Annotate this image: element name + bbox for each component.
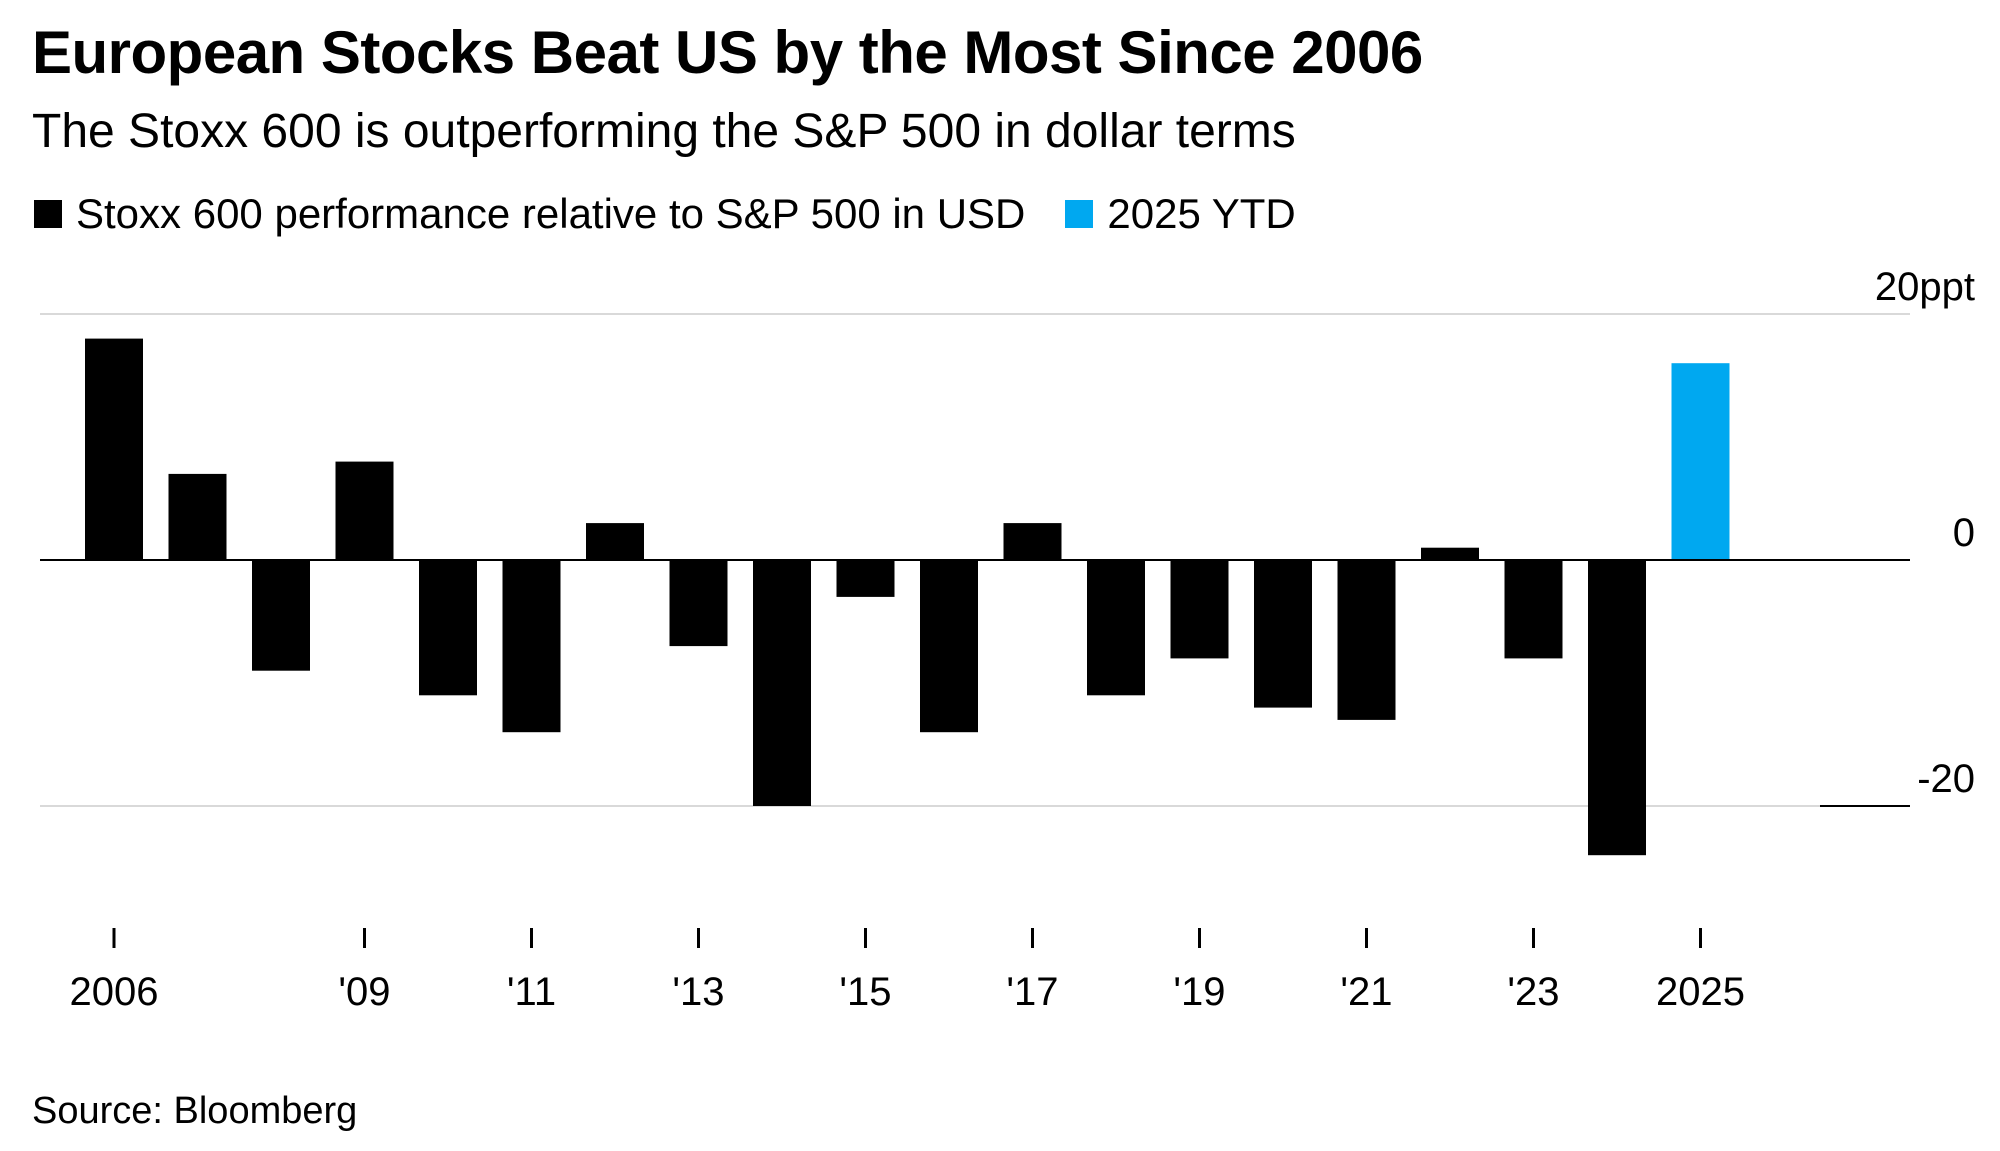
bar-2025	[1671, 363, 1730, 560]
bar-2011	[502, 560, 561, 733]
bar-2009	[335, 461, 394, 560]
bar-2006	[85, 338, 143, 560]
source-note: Source: Bloomberg	[32, 1090, 358, 1132]
bar-2015	[836, 560, 895, 597]
x-tick-label: '13	[672, 970, 724, 1014]
legend-swatch-black	[34, 200, 62, 228]
bar-2012	[586, 523, 644, 560]
chart-subtitle: The Stoxx 600 is outperforming the S&P 5…	[32, 105, 1296, 158]
bar-2024	[1588, 560, 1646, 856]
bar-2007	[168, 473, 227, 560]
legend-label-2025-ytd: 2025 YTD	[1107, 190, 1296, 237]
legend-item-relative-performance: Stoxx 600 performance relative to S&P 50…	[34, 190, 1025, 238]
bar-2018	[1087, 560, 1145, 696]
x-tick-label: '23	[1507, 970, 1559, 1014]
bar-2020	[1254, 560, 1312, 708]
bar-2010	[419, 560, 477, 696]
x-tick-label: '15	[839, 970, 891, 1014]
bar-2023	[1504, 560, 1563, 659]
legend-swatch-blue	[1065, 200, 1094, 228]
bar-2016	[920, 560, 978, 733]
bar-2022	[1421, 547, 1479, 560]
bar-2013	[669, 560, 728, 647]
x-tick-label: 2025	[1656, 970, 1745, 1014]
bar-2014	[753, 560, 811, 806]
x-tick-label: 2006	[70, 970, 159, 1014]
legend: Stoxx 600 performance relative to S&P 50…	[34, 190, 1336, 238]
y-tick-label: -20	[1917, 757, 1975, 801]
x-tick-label: '19	[1173, 970, 1225, 1014]
bar-2017	[1003, 523, 1062, 560]
y-tick-label: 20ppt	[1875, 265, 1975, 309]
x-tick-label: '09	[338, 970, 390, 1014]
x-tick-label: '17	[1006, 970, 1058, 1014]
y-tick-label: 0	[1953, 511, 1975, 555]
bar-2008	[252, 560, 310, 671]
bar-2021	[1337, 560, 1396, 720]
chart-title: European Stocks Beat US by the Most Sinc…	[32, 19, 1423, 86]
x-tick-label: '21	[1340, 970, 1392, 1014]
legend-item-2025-ytd: 2025 YTD	[1065, 190, 1296, 238]
x-tick-label: '11	[507, 970, 556, 1014]
legend-label-relative-performance: Stoxx 600 performance relative to S&P 50…	[76, 190, 1026, 237]
bar-2019	[1170, 560, 1229, 659]
